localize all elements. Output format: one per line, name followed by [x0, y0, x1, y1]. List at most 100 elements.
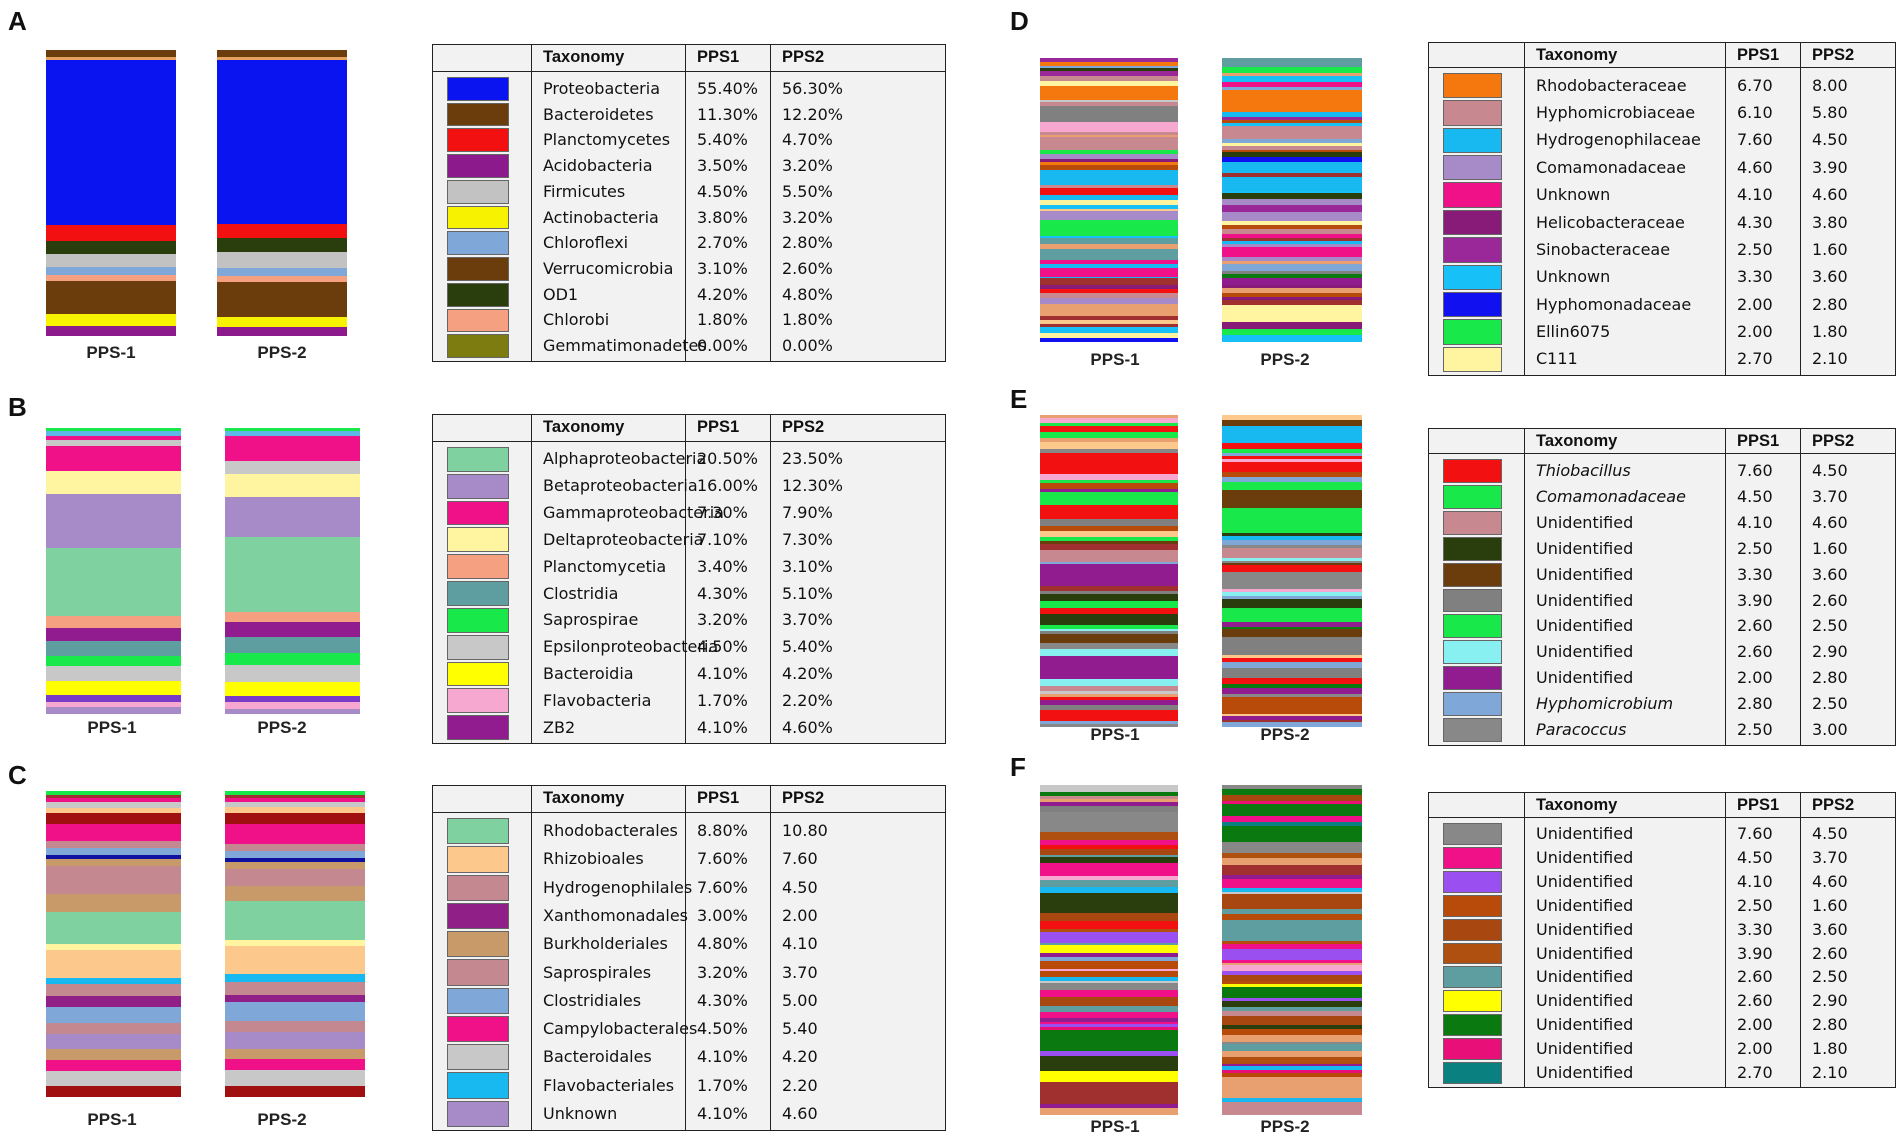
bar-segment — [1040, 165, 1178, 170]
header-pps1: PPS1 — [1737, 432, 1780, 450]
bar-segment — [1222, 795, 1362, 801]
pps2-value: 3.00 — [1812, 720, 1848, 740]
bar-segment — [1222, 722, 1362, 727]
pps1-value: 4.10 — [1737, 512, 1773, 532]
taxon-name: Unidentified — [1536, 943, 1634, 963]
bar-segment — [1222, 296, 1362, 301]
bar-segment — [1040, 928, 1178, 932]
bar-segment — [1040, 1027, 1178, 1031]
bar-segment — [1222, 629, 1362, 637]
bar-segment — [1040, 832, 1178, 841]
taxon-name: Unidentified — [1536, 823, 1634, 843]
table-column-divider — [1800, 793, 1801, 1087]
bar-segment — [1222, 224, 1362, 229]
legend-swatch — [447, 1072, 509, 1099]
bar-segment — [46, 701, 181, 708]
bar-segment — [1040, 332, 1178, 338]
bar-segment — [1040, 209, 1178, 211]
bar-segment — [1222, 943, 1362, 950]
bar-segment — [1222, 561, 1362, 564]
bar-segment — [1222, 693, 1362, 697]
bar-segment — [1222, 278, 1362, 286]
taxon-name: Burkholderiales — [543, 934, 668, 954]
bar-segment — [225, 1020, 365, 1032]
bar-segment — [1222, 58, 1362, 61]
bar-segment — [1040, 58, 1178, 62]
bar-segment — [1222, 965, 1362, 971]
bar-segment — [1222, 825, 1362, 842]
pps1-value: 3.30 — [1737, 564, 1773, 584]
bar-segment — [1040, 70, 1178, 77]
bar-segment — [1040, 65, 1178, 69]
legend-swatch — [1443, 459, 1502, 483]
bar-segment — [1040, 297, 1178, 304]
bar-segment — [1222, 212, 1362, 222]
bar-segment — [1040, 977, 1178, 981]
bar-label: PPS-1 — [1090, 725, 1140, 744]
bar-segment — [46, 470, 181, 495]
bar-segment — [1040, 319, 1178, 325]
taxon-name: Hyphomicrobiaceae — [1536, 103, 1696, 123]
bar-segment — [46, 858, 181, 867]
pps2-value: 5.80 — [1812, 103, 1848, 123]
pps2-value: 4.20 — [782, 1047, 818, 1067]
legend-swatch — [447, 846, 509, 873]
bar-segment — [1040, 886, 1178, 894]
stacked-bar-pps-1 — [1040, 58, 1178, 342]
legend-swatch — [447, 688, 509, 714]
pps1-value: 8.80% — [697, 821, 748, 841]
bar-segment — [1222, 696, 1362, 701]
bar-segment — [46, 275, 176, 281]
legend-table: Taxonomy PPS1 PPS2 Proteobacteria 55.40% 56.3… — [432, 44, 946, 362]
bar-segment — [46, 949, 181, 978]
pps2-value: 4.10 — [782, 934, 818, 954]
bar-segment — [225, 812, 365, 824]
bar-segment — [1040, 289, 1178, 293]
bar-segment — [1222, 60, 1362, 67]
taxon-name: Helicobacteraceae — [1536, 212, 1685, 232]
bar-segment — [1040, 1070, 1178, 1082]
bar-segment — [1222, 448, 1362, 454]
bar-segment — [1222, 1028, 1362, 1035]
legend-swatch — [1443, 823, 1502, 845]
bar-segment — [1040, 840, 1178, 845]
bar-segment — [1040, 200, 1178, 206]
header-taxonomy: Taxonomy — [1536, 46, 1618, 64]
bar-segment — [46, 1006, 181, 1023]
bar-segment — [1040, 844, 1178, 850]
bar-segment — [1040, 158, 1178, 162]
pps1-value: 7.60 — [1737, 460, 1773, 480]
bar-segment — [1040, 961, 1178, 969]
taxon-name: Rhodobacterales — [543, 821, 678, 841]
taxon-name: Betaproteobacteria — [543, 476, 698, 496]
bar-label: PPS-1 — [86, 343, 136, 362]
bar-segment — [1040, 563, 1178, 587]
bar-segment — [1040, 161, 1178, 166]
table-header-divider — [433, 812, 945, 813]
taxon-name: Unidentified — [1536, 564, 1634, 584]
pps1-value: 2.50 — [1737, 239, 1773, 259]
taxon-name: Bacteroidales — [543, 1047, 652, 1067]
pps1-value: 4.50% — [697, 1019, 748, 1039]
pps2-value: 10.80 — [782, 821, 828, 841]
legend-swatch — [447, 179, 509, 204]
bar-segment — [1040, 536, 1178, 541]
bar-segment — [1222, 287, 1362, 293]
pps1-value: 7.60% — [697, 877, 748, 897]
bar-segment — [225, 709, 360, 714]
bar-segment — [1222, 963, 1362, 966]
table-column-divider — [1725, 43, 1726, 375]
panel-letter: E — [1010, 384, 1028, 414]
bar-segment — [1222, 974, 1362, 981]
pps2-value: 2.10 — [1812, 349, 1848, 369]
pps1-value: 55.40% — [697, 78, 759, 98]
pps1-value: 4.30% — [697, 583, 748, 603]
bar-segment — [1222, 949, 1362, 961]
pps1-value: 6.70 — [1737, 75, 1773, 95]
bar-segment — [1222, 157, 1362, 163]
bar-label: PPS-2 — [1260, 725, 1310, 744]
bar-segment — [1222, 1073, 1362, 1078]
bar-segment — [1040, 488, 1178, 493]
bar-segment — [1040, 303, 1178, 316]
pps2-value: 5.40% — [782, 637, 833, 657]
